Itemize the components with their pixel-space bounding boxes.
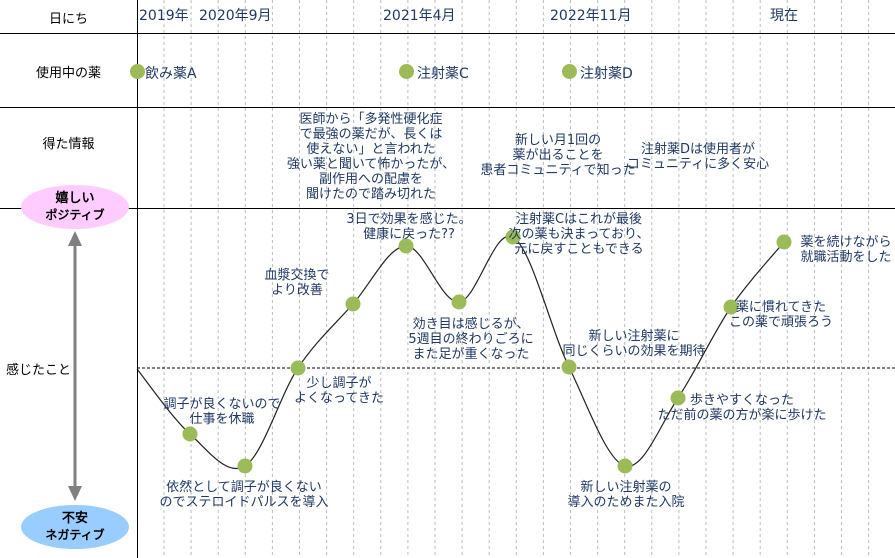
emotion-point xyxy=(398,238,414,254)
annotation-line: 少し調子が xyxy=(306,376,372,391)
annotation-line: 聞けたので踏み切れた xyxy=(305,187,437,202)
row-label-drugs: 使用中の薬 xyxy=(35,66,101,81)
annotation-line: 調子が良くないので xyxy=(163,397,281,412)
annotation-line: 仕事を休職 xyxy=(189,412,255,427)
annotation-line: 就職活動をした xyxy=(800,250,892,265)
annotation: 注射薬Dは使用者が コミュニティに多く安心 xyxy=(627,142,769,172)
emotion-point xyxy=(561,359,577,375)
annotation-line: コミュニティに多く安心 xyxy=(626,157,770,172)
drug-label: 注射薬C xyxy=(417,66,469,82)
date-label: 2022年11月 xyxy=(550,8,632,24)
row-label-info: 得た情報 xyxy=(42,137,95,152)
annotation-line: よくなってきた xyxy=(294,391,384,406)
emotion-point xyxy=(182,426,198,442)
annotation-line: 導入のためまた入院 xyxy=(567,495,685,510)
annotation-line: 薬が出ることを xyxy=(512,148,604,163)
row-label-date: 日にち xyxy=(48,12,88,27)
date-label: 2019年 xyxy=(139,8,189,24)
annotation: 薬に慣れてきた この薬で頑張ろう xyxy=(729,300,833,330)
annotation-line: ただ前の薬の方が楽に歩けた xyxy=(657,408,827,423)
annotation-line: 注射薬Dは使用者が xyxy=(640,142,756,157)
annotation-line: より改善 xyxy=(271,283,323,298)
negative-label: 不安 ネガティブ xyxy=(21,505,129,549)
annotation-line: 薬を続けながら xyxy=(800,235,892,250)
emotion-point xyxy=(237,458,253,474)
emotion-point xyxy=(670,390,686,406)
emotion-point xyxy=(345,296,361,312)
divider xyxy=(0,208,895,209)
annotation: 歩きやすくなった ただ前の薬の方が楽に歩けた xyxy=(657,393,826,423)
date-label: 現在 xyxy=(770,8,798,24)
column-divider xyxy=(137,0,138,558)
divider xyxy=(0,107,895,108)
positive-label: 嬉しい ポジティブ xyxy=(21,185,129,229)
annotation-line: 注射薬Cはこれが最後 xyxy=(515,212,643,227)
annotation: 3日で効果を感じた。 健康に戻った?? xyxy=(346,212,471,242)
drug-label: 注射薬D xyxy=(580,66,633,82)
emotion-point xyxy=(617,458,633,474)
annotation-line: 副作用への配慮を xyxy=(318,172,424,187)
annotation: 依然として調子が良くない のでステロイドパルスを導入 xyxy=(159,480,328,510)
row-label-feelings: 感じたこと xyxy=(6,363,72,378)
drug-marker xyxy=(130,64,145,79)
annotation-line: 使えない」と言われた xyxy=(306,142,436,157)
emotion-point xyxy=(776,234,792,250)
annotation-line: 血漿交換で xyxy=(264,268,330,283)
annotation-line: 医師から「多発性硬化症 xyxy=(299,112,443,127)
annotation: 調子が良くないので 仕事を休職 xyxy=(163,397,280,427)
annotation-line: のでステロイドパルスを導入 xyxy=(159,495,329,510)
annotation-line: 新しい月1回の xyxy=(514,133,602,148)
annotation-line: この薬で頑張ろう xyxy=(728,315,834,330)
annotation-line: 患者コミュニティで知った xyxy=(480,163,636,178)
arrow-up-icon xyxy=(68,231,82,246)
annotation: 注射薬Cはこれが最後 次の薬も決まっており、 元に戻すこともできる xyxy=(509,212,650,257)
emotion-point xyxy=(505,229,521,245)
annotation-line: 健康に戻った?? xyxy=(363,227,455,242)
annotation-line: 歩きやすくなった xyxy=(689,393,795,408)
annotation: 医師から「多発性硬化症 で最強の薬だが、長くは 使えない」と言われた 強い薬と聞いて怖… xyxy=(287,112,455,202)
annotation: 少し調子が よくなってきた xyxy=(294,376,384,406)
annotation: 新しい注射薬の 導入のためまた入院 xyxy=(567,480,684,510)
emotion-point xyxy=(723,299,739,315)
emotion-point xyxy=(451,294,467,310)
annotation-line: 新しい注射薬に xyxy=(588,329,680,344)
drug-label: 飲み薬A xyxy=(145,66,197,82)
date-label: 2021年4月 xyxy=(383,8,456,24)
annotation: 効き目は感じるが、 5週目の終わりごろに また足が重くなった xyxy=(408,317,533,362)
positive-word: ポジティブ xyxy=(45,208,105,222)
annotation-line: 次の薬も決まっており、 xyxy=(508,227,650,242)
annotation-line: 新しい注射薬の xyxy=(580,480,672,495)
positive-word: 嬉しい xyxy=(55,191,95,206)
annotation-line: また足が重くなった xyxy=(412,347,530,362)
annotation-line: 効き目は感じるが、 xyxy=(412,317,530,332)
annotation-line: で最強の薬だが、長くは xyxy=(299,127,443,142)
negative-word: 不安 xyxy=(61,511,88,526)
emotion-point xyxy=(290,360,306,376)
annotation-line: 薬に慣れてきた xyxy=(735,300,827,315)
annotation-line: 強い薬と聞いて怖かったが、 xyxy=(286,157,456,172)
negative-word: ネガティブ xyxy=(45,528,105,542)
annotation: 血漿交換で より改善 xyxy=(264,268,329,298)
arrow-down-icon xyxy=(68,486,82,501)
annotation-line: 5週目の終わりごろに xyxy=(408,332,534,347)
date-label: 2020年9月 xyxy=(199,8,272,24)
divider xyxy=(0,33,895,34)
annotation-line: 依然として調子が良くない xyxy=(166,480,322,495)
annotation-line: 3日で効果を感じた。 xyxy=(346,212,472,227)
annotation-line: 同じくらいの効果を期待 xyxy=(562,344,706,359)
annotation-line: 元に戻すこともできる xyxy=(514,242,644,257)
annotation: 薬を続けながら 就職活動をした xyxy=(800,235,891,265)
annotation: 新しい月1回の 薬が出ることを 患者コミュニティで知った xyxy=(480,133,635,178)
drug-marker xyxy=(562,64,577,79)
drug-marker xyxy=(399,64,414,79)
annotation: 新しい注射薬に 同じくらいの効果を期待 xyxy=(562,329,705,359)
